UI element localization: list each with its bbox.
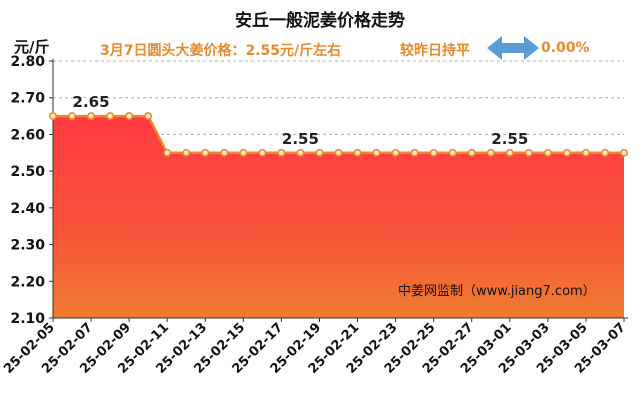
data-point	[353, 148, 362, 157]
change-percent: 0.00%	[541, 40, 590, 56]
chart-title: 安丘一般泥姜价格走势	[235, 11, 405, 31]
watermark: 中姜网监制（www.jiang7.com）	[398, 284, 596, 299]
y-axis-ticks: 2.10 2.20 2.30 2.40 2.50 2.60 2.70 2.80	[10, 54, 53, 327]
data-point	[296, 148, 305, 157]
data-point	[448, 148, 457, 157]
data-label: 2.55	[491, 130, 528, 148]
data-point	[372, 148, 381, 157]
data-point	[486, 148, 495, 157]
data-labels: 2.65 2.55 2.55	[73, 93, 529, 148]
y-tick-label: 2.80	[10, 54, 45, 70]
data-points	[49, 112, 628, 157]
data-point	[505, 148, 514, 157]
data-point	[258, 148, 267, 157]
data-point	[334, 148, 343, 157]
data-point	[201, 148, 210, 157]
change-info: 较昨日持平	[400, 43, 470, 59]
data-point	[106, 112, 115, 121]
data-point	[524, 148, 533, 157]
data-point	[125, 112, 134, 121]
data-point	[68, 112, 76, 121]
data-point	[87, 112, 96, 121]
data-point	[163, 148, 172, 157]
data-label: 2.65	[73, 93, 110, 111]
double-arrow-icon	[487, 36, 539, 60]
area-fill	[53, 116, 624, 318]
data-point	[220, 148, 229, 157]
y-tick-label: 2.30	[10, 238, 45, 254]
y-tick-label: 2.40	[10, 201, 45, 217]
data-point	[239, 148, 248, 157]
data-label: 2.55	[282, 130, 319, 148]
data-point	[49, 112, 57, 121]
y-tick-label: 2.50	[10, 164, 45, 180]
data-point	[182, 148, 191, 157]
data-point	[543, 148, 552, 157]
y-tick-label: 2.70	[10, 91, 45, 107]
data-point	[144, 112, 153, 121]
data-point	[315, 148, 324, 157]
x-axis-ticks: 25-02-0525-02-0725-02-0925-02-1125-02-13…	[1, 318, 629, 377]
y-tick-label: 2.10	[10, 311, 45, 327]
data-point	[391, 148, 400, 157]
y-tick-label: 2.60	[10, 127, 45, 143]
price-info: 3月7日圆头大姜价格：2.55元/斤左右	[100, 43, 342, 59]
data-point	[581, 148, 590, 157]
unit-label: 元/斤	[14, 38, 50, 56]
data-point	[562, 148, 571, 157]
data-point	[601, 148, 609, 157]
axes	[52, 59, 628, 319]
data-point	[620, 148, 628, 157]
data-point	[467, 148, 476, 157]
data-point	[277, 148, 286, 157]
data-point	[429, 148, 438, 157]
data-point	[410, 148, 419, 157]
y-tick-label: 2.20	[10, 274, 45, 290]
